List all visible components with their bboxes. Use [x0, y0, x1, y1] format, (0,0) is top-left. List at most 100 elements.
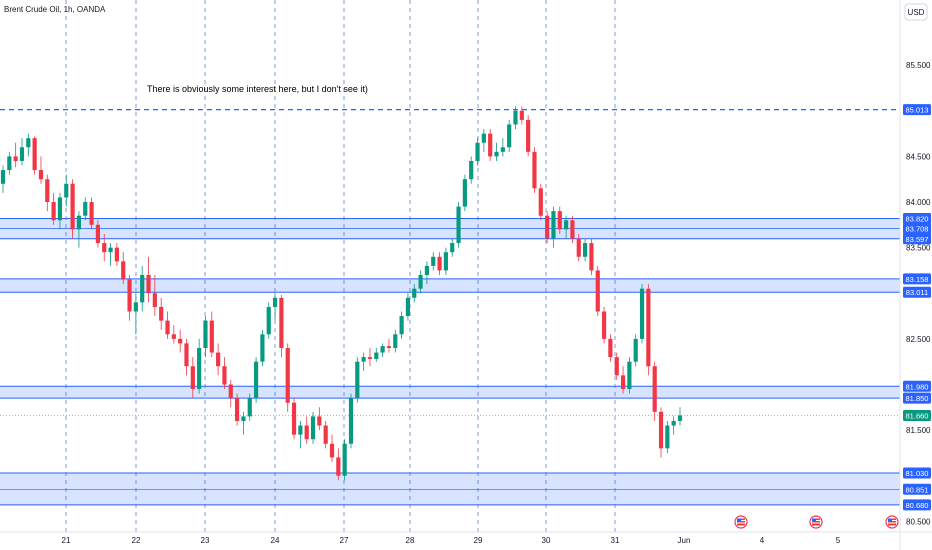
candle: [133, 293, 138, 335]
badge-zone-level: 83.708: [903, 223, 931, 235]
candle: [184, 338, 189, 376]
candle: [165, 311, 170, 339]
badge-zone-level: 81.980: [903, 380, 931, 392]
candle: [279, 295, 284, 358]
us-flag-event-icon[interactable]: [734, 515, 748, 529]
time-tick-label: 4: [760, 536, 765, 545]
candle: [595, 265, 600, 317]
candle: [380, 343, 385, 358]
candle: [203, 316, 208, 358]
economic-events[interactable]: [734, 515, 899, 529]
us-flag-event-icon[interactable]: [885, 515, 899, 529]
svg-text:83.158: 83.158: [906, 275, 929, 284]
candle: [386, 338, 392, 353]
candle: [348, 393, 354, 449]
candle: [76, 211, 82, 248]
candle: [7, 151, 12, 175]
candle: [285, 343, 290, 412]
candle: [190, 357, 195, 399]
candle: [45, 174, 50, 212]
badge-zone-level: 81.030: [903, 467, 931, 479]
candle: [500, 138, 505, 157]
svg-text:81.030: 81.030: [906, 469, 929, 478]
candle: [298, 420, 303, 449]
candle: [361, 352, 366, 371]
svg-text:83.708: 83.708: [906, 225, 929, 234]
candle: [576, 233, 581, 262]
candle: [355, 357, 360, 403]
candle: [51, 192, 56, 225]
candle: [26, 133, 31, 157]
candle: [19, 138, 25, 166]
candle: [178, 329, 183, 353]
candle: [462, 174, 467, 212]
candle: [216, 343, 221, 376]
price-tick-label: 82.500: [906, 335, 931, 344]
candle: [266, 302, 271, 339]
badge-zone-level: 83.011: [903, 286, 931, 298]
badge-zone-level: 81.850: [903, 392, 931, 404]
candle: [272, 293, 278, 321]
candle: [171, 325, 176, 344]
candle: [677, 407, 683, 426]
zone-2: [0, 386, 900, 399]
time-tick-label: 28: [406, 536, 415, 545]
time-tick-label: 27: [340, 536, 349, 545]
chart-title: Brent Crude Oil, 1h, OANDA: [4, 5, 106, 14]
time-tick-label: 30: [542, 536, 551, 545]
time-axis[interactable]: 21 22 23 24 27 28 29 30 31 Jun 4 5: [62, 536, 841, 545]
zone-3: [0, 472, 900, 505]
candle: [323, 420, 328, 449]
candle: [260, 329, 265, 367]
candle: [209, 311, 214, 358]
candle: [152, 275, 157, 317]
candle: [526, 115, 531, 157]
us-flag-event-icon[interactable]: [809, 515, 823, 529]
chart-annotation: There is obviously some interest here, b…: [147, 84, 368, 94]
candle: [456, 202, 461, 248]
svg-text:85.013: 85.013: [906, 106, 929, 115]
candle: [57, 192, 63, 230]
candle: [70, 179, 75, 239]
candle: [89, 197, 94, 230]
badge-resistance: 85.013: [903, 104, 931, 116]
candle: [146, 256, 151, 303]
candle: [235, 393, 240, 426]
svg-text:80.680: 80.680: [906, 501, 929, 510]
time-tick-label: 5: [836, 536, 841, 545]
candle: [443, 247, 448, 275]
candle: [639, 284, 645, 344]
candle: [127, 275, 132, 321]
candle: [551, 206, 556, 248]
candle: [13, 142, 18, 168]
candle: [494, 142, 499, 161]
candle: [222, 357, 227, 390]
badge-zone-level: 83.820: [903, 212, 931, 224]
price-axis[interactable]: 80.500 81.500 82.500 83.500 84.000 84.500 85.5…: [906, 61, 931, 526]
candle: [481, 129, 486, 152]
candle: [329, 434, 335, 463]
candle: [159, 297, 164, 330]
price-tick-label: 85.500: [906, 61, 931, 70]
candle: [108, 243, 113, 266]
candle: [95, 220, 100, 248]
svg-text:80.851: 80.851: [906, 485, 929, 494]
candle: [450, 238, 455, 257]
currency-button[interactable]: USD: [904, 3, 928, 21]
candle: [437, 252, 442, 275]
candle: [507, 119, 512, 152]
candle: [532, 147, 537, 193]
candle: [342, 439, 347, 481]
candle: [658, 407, 664, 458]
candle: [336, 448, 341, 481]
candle: [317, 407, 322, 431]
candle: [197, 338, 202, 394]
candle: [665, 420, 670, 453]
candle: [538, 183, 543, 221]
candle: [304, 416, 309, 444]
candle: [418, 270, 423, 294]
time-tick-label: 31: [611, 536, 620, 545]
price-tick-label: 81.500: [906, 426, 931, 435]
candle: [0, 165, 6, 193]
